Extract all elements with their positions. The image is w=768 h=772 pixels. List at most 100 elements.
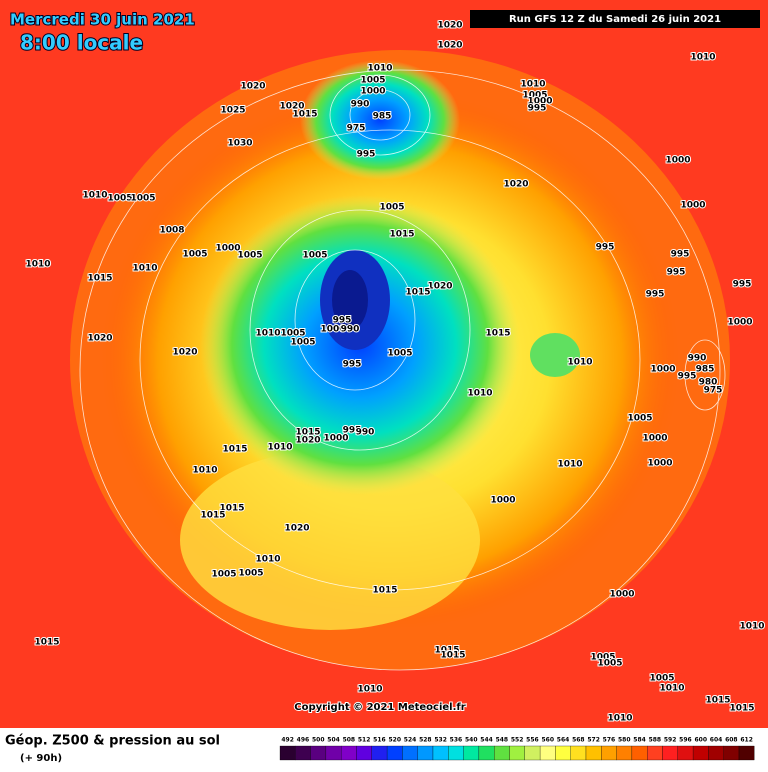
run-info: Run GFS 12 Z du Samedi 26 juin 2021 — [509, 14, 721, 25]
isobar-label: 995 — [343, 360, 362, 370]
isobar-label: 1010 — [690, 53, 715, 63]
isobar-label: 1005 — [627, 414, 652, 424]
scale-label: 612 — [740, 737, 753, 744]
isobar-labels: 1020102010101010100510009909859759951020… — [24, 20, 765, 725]
isobar-label: 1015 — [219, 504, 244, 514]
isobar-label: 1005 — [237, 251, 262, 261]
scale-label: 604 — [710, 737, 723, 744]
isobar-label: 1005 — [211, 570, 236, 580]
isobar-label: 1010 — [520, 80, 545, 90]
contour-area — [332, 270, 368, 330]
scale-swatch — [310, 745, 327, 761]
isobar-label: 1010 — [255, 329, 280, 339]
scale-label: 568 — [572, 737, 585, 744]
scale-swatch — [631, 745, 648, 761]
scale-swatch — [616, 745, 633, 761]
scale-swatch — [539, 745, 556, 761]
scale-swatch — [371, 745, 388, 761]
isobar-label: 1015 — [295, 428, 320, 438]
isobar-label: 995 — [333, 316, 352, 326]
scale-swatch — [463, 745, 480, 761]
isobar-label: 975 — [704, 386, 723, 396]
isobar-label: 1015 — [389, 230, 414, 240]
isobar-label: 995 — [667, 268, 686, 278]
isobar-label: 985 — [373, 112, 392, 122]
isobar-label: 1000 — [727, 318, 752, 328]
scale-label: 572 — [587, 737, 600, 744]
isobar-label: 1015 — [434, 646, 459, 656]
scale-swatch — [341, 745, 357, 761]
isobar-label: 1010 — [267, 443, 292, 453]
scale-swatch — [478, 745, 495, 761]
scale-swatch — [708, 745, 724, 761]
scale-swatch — [738, 745, 755, 761]
isobar-label: 1020 — [437, 41, 462, 51]
isobars — [79, 69, 726, 671]
isobar-label: 990 — [356, 428, 375, 438]
isobar-label: 1015 — [729, 704, 754, 714]
isobar-label: 1010 — [367, 64, 392, 74]
isobar-label: 985 — [696, 365, 715, 375]
isobar-label: 1010 — [739, 622, 764, 632]
isobar-label: 1010 — [607, 714, 632, 724]
isobar-label: 1005 — [590, 653, 615, 663]
isobar-label: 1015 — [292, 110, 317, 120]
isobar-label: 1010 — [132, 264, 157, 274]
isobar-label: 1020 — [503, 180, 528, 190]
scale-swatch — [662, 745, 678, 761]
isobar-label: 995 — [357, 150, 376, 160]
isobar-label: 1005 — [302, 251, 327, 261]
isobar-label: 995 — [596, 243, 615, 253]
isobar-label: 1000 — [527, 97, 552, 107]
contour-area — [530, 333, 580, 377]
scale-swatch — [692, 745, 709, 761]
isobar-label: 995 — [671, 250, 690, 260]
scale-label: 592 — [664, 737, 677, 744]
scale-label: 496 — [297, 737, 310, 744]
isobar-label: 995 — [343, 426, 362, 436]
scale-label: 540 — [465, 737, 478, 744]
isobar-label: 1000 — [665, 156, 690, 166]
isobar-label: 1010 — [659, 684, 684, 694]
scale-label: 584 — [633, 737, 646, 744]
isobar-label: 1015 — [34, 638, 59, 648]
isobar-label: 1015 — [87, 274, 112, 284]
scale-label: 512 — [358, 737, 371, 744]
isobar-label: 995 — [678, 372, 697, 382]
isobar-label: 1005 — [387, 349, 412, 359]
isobar-label: 980 — [699, 378, 718, 388]
scale-label: 576 — [603, 737, 616, 744]
scale-swatch — [295, 745, 311, 761]
scale-swatch — [432, 745, 449, 761]
isobar-label: 1000 — [650, 365, 675, 375]
scale-label: 600 — [694, 737, 707, 744]
footer-title: Géop. Z500 & pression au sol — [5, 734, 220, 749]
isobar-label: 1000 — [490, 496, 515, 506]
isobar-label: 1000 — [323, 434, 348, 444]
scale-swatch — [279, 745, 296, 761]
isobar-label: 1020 — [87, 334, 112, 344]
isobar-label: 995 — [733, 280, 752, 290]
scale-label: 556 — [526, 737, 539, 744]
isobar-label: 1020 — [240, 82, 265, 92]
isobar-label: 1000 — [642, 434, 667, 444]
scale-label: 588 — [649, 737, 662, 744]
isobar-label: 1005 — [649, 674, 674, 684]
copyright: Copyright © 2021 Meteociel.fr — [294, 702, 465, 713]
date: Mercredi 30 juin 2021 — [10, 11, 195, 29]
isobar-label: 1020 — [279, 102, 304, 112]
isobar-label: 1000 — [609, 590, 634, 600]
isobar-label: 990 — [341, 325, 360, 335]
isobar-label: 1005 — [522, 91, 547, 101]
isobar-label: 1025 — [220, 106, 245, 116]
run-bar — [470, 10, 760, 28]
scale-swatch — [585, 745, 602, 761]
scale-swatch — [356, 745, 372, 761]
isobar-label: 1005 — [182, 250, 207, 260]
isobar-label: 1015 — [440, 651, 465, 661]
isobar-label: 1020 — [427, 282, 452, 292]
isobar-label: 975 — [347, 124, 366, 134]
isobar-label: 990 — [688, 354, 707, 364]
scale-label: 524 — [404, 737, 417, 744]
isobar-label: 1005 — [360, 76, 385, 86]
